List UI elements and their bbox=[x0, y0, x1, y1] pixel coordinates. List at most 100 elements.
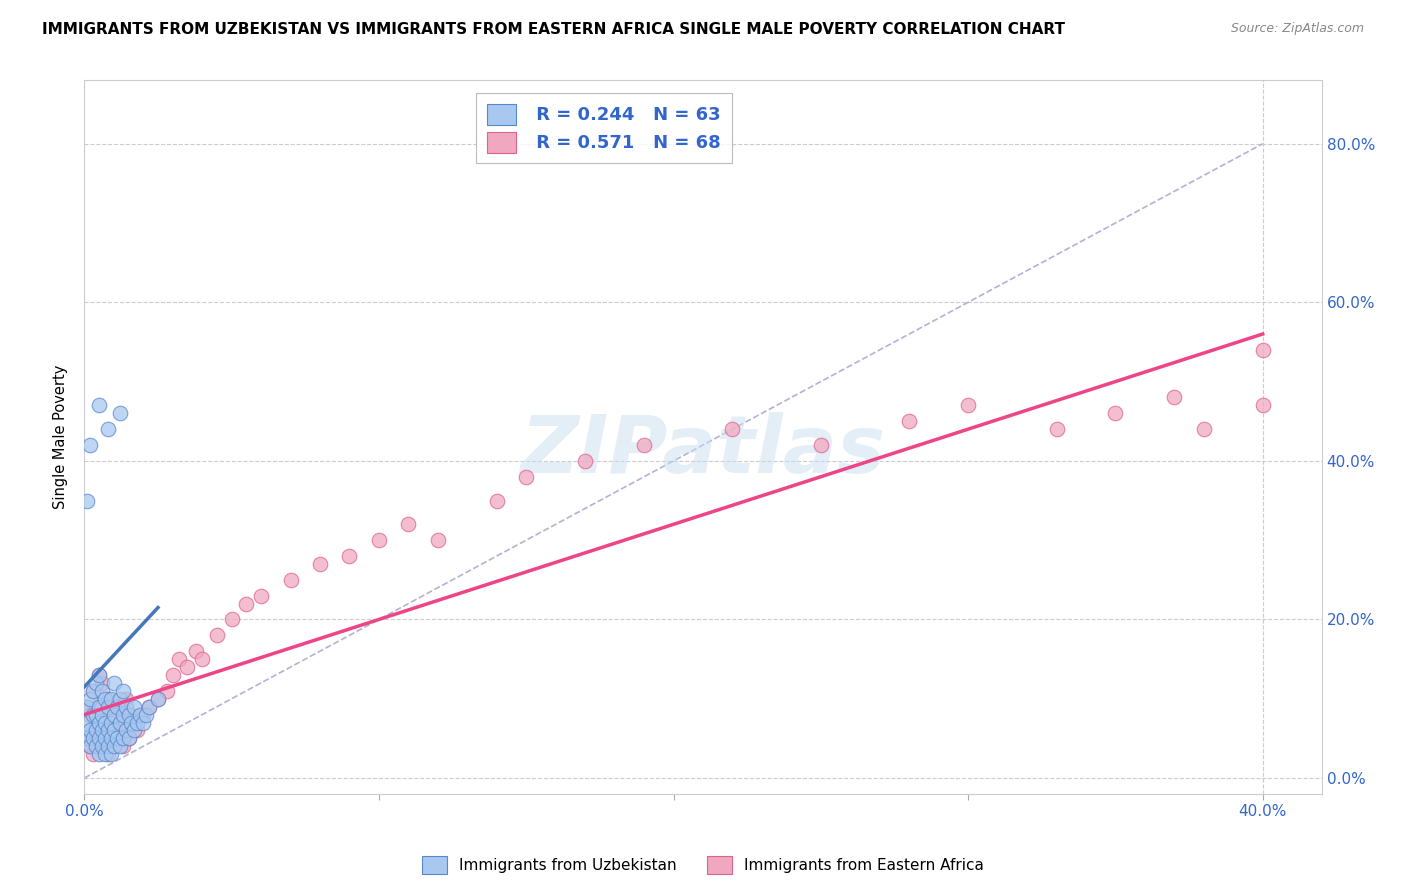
Point bbox=[138, 699, 160, 714]
Point bbox=[97, 747, 120, 762]
Point bbox=[76, 699, 98, 714]
Point bbox=[132, 715, 155, 730]
Point bbox=[633, 438, 655, 452]
Point bbox=[100, 691, 122, 706]
Point bbox=[117, 731, 139, 746]
Point bbox=[105, 723, 128, 738]
Point bbox=[1251, 398, 1274, 412]
Point bbox=[111, 731, 134, 746]
Point bbox=[91, 723, 114, 738]
Point bbox=[82, 731, 104, 746]
Point bbox=[79, 739, 101, 754]
Point bbox=[87, 715, 110, 730]
Point bbox=[79, 707, 101, 722]
Point bbox=[117, 731, 139, 746]
Point bbox=[91, 707, 114, 722]
Point bbox=[79, 739, 101, 754]
Legend:  R = 0.244   N = 63,  R = 0.571   N = 68: R = 0.244 N = 63, R = 0.571 N = 68 bbox=[477, 93, 733, 163]
Point bbox=[108, 406, 131, 420]
Point bbox=[280, 573, 302, 587]
Point bbox=[84, 676, 107, 690]
Point bbox=[76, 731, 98, 746]
Point bbox=[100, 747, 122, 762]
Point bbox=[87, 715, 110, 730]
Point bbox=[97, 422, 120, 436]
Point bbox=[138, 699, 160, 714]
Point bbox=[162, 668, 184, 682]
Point bbox=[1104, 406, 1126, 420]
Point bbox=[79, 691, 101, 706]
Point bbox=[82, 683, 104, 698]
Point bbox=[167, 652, 190, 666]
Y-axis label: Single Male Poverty: Single Male Poverty bbox=[53, 365, 69, 509]
Point bbox=[250, 589, 273, 603]
Point bbox=[76, 699, 98, 714]
Point bbox=[82, 707, 104, 722]
Point bbox=[108, 699, 131, 714]
Point bbox=[235, 597, 257, 611]
Point bbox=[103, 723, 125, 738]
Point bbox=[1251, 343, 1274, 357]
Point bbox=[426, 533, 449, 548]
Point bbox=[191, 652, 214, 666]
Point bbox=[114, 691, 136, 706]
Text: IMMIGRANTS FROM UZBEKISTAN VS IMMIGRANTS FROM EASTERN AFRICA SINGLE MALE POVERTY: IMMIGRANTS FROM UZBEKISTAN VS IMMIGRANTS… bbox=[42, 22, 1066, 37]
Point bbox=[94, 739, 117, 754]
Legend: Immigrants from Uzbekistan, Immigrants from Eastern Africa: Immigrants from Uzbekistan, Immigrants f… bbox=[416, 850, 990, 880]
Point bbox=[121, 715, 143, 730]
Point bbox=[94, 731, 117, 746]
Point bbox=[135, 707, 157, 722]
Point bbox=[1045, 422, 1067, 436]
Point bbox=[87, 668, 110, 682]
Point bbox=[82, 683, 104, 698]
Point bbox=[84, 699, 107, 714]
Point bbox=[79, 438, 101, 452]
Point bbox=[91, 676, 114, 690]
Point bbox=[76, 715, 98, 730]
Point bbox=[97, 691, 120, 706]
Point bbox=[108, 715, 131, 730]
Point bbox=[515, 469, 537, 483]
Text: Source: ZipAtlas.com: Source: ZipAtlas.com bbox=[1230, 22, 1364, 36]
Point bbox=[396, 517, 419, 532]
Point bbox=[105, 731, 128, 746]
Point bbox=[129, 707, 152, 722]
Point bbox=[97, 739, 120, 754]
Point bbox=[84, 731, 107, 746]
Point bbox=[79, 723, 101, 738]
Point bbox=[82, 747, 104, 762]
Point bbox=[91, 739, 114, 754]
Point bbox=[103, 707, 125, 722]
Point bbox=[127, 723, 149, 738]
Point bbox=[117, 707, 139, 722]
Point bbox=[87, 739, 110, 754]
Point bbox=[108, 691, 131, 706]
Point bbox=[97, 723, 120, 738]
Point bbox=[485, 493, 508, 508]
Point bbox=[132, 707, 155, 722]
Point bbox=[97, 699, 120, 714]
Point bbox=[146, 691, 169, 706]
Point bbox=[76, 493, 98, 508]
Point bbox=[91, 707, 114, 722]
Point bbox=[111, 707, 134, 722]
Point bbox=[84, 723, 107, 738]
Point bbox=[100, 715, 122, 730]
Point bbox=[114, 723, 136, 738]
Point bbox=[100, 731, 122, 746]
Point bbox=[87, 699, 110, 714]
Point bbox=[103, 676, 125, 690]
Point bbox=[82, 723, 104, 738]
Point bbox=[124, 715, 146, 730]
Point bbox=[121, 707, 143, 722]
Point bbox=[94, 715, 117, 730]
Text: ZIPatlas: ZIPatlas bbox=[520, 412, 886, 491]
Point bbox=[84, 739, 107, 754]
Point bbox=[103, 739, 125, 754]
Point bbox=[108, 739, 131, 754]
Point bbox=[114, 723, 136, 738]
Point bbox=[111, 739, 134, 754]
Point bbox=[124, 723, 146, 738]
Point bbox=[205, 628, 228, 642]
Point bbox=[111, 683, 134, 698]
